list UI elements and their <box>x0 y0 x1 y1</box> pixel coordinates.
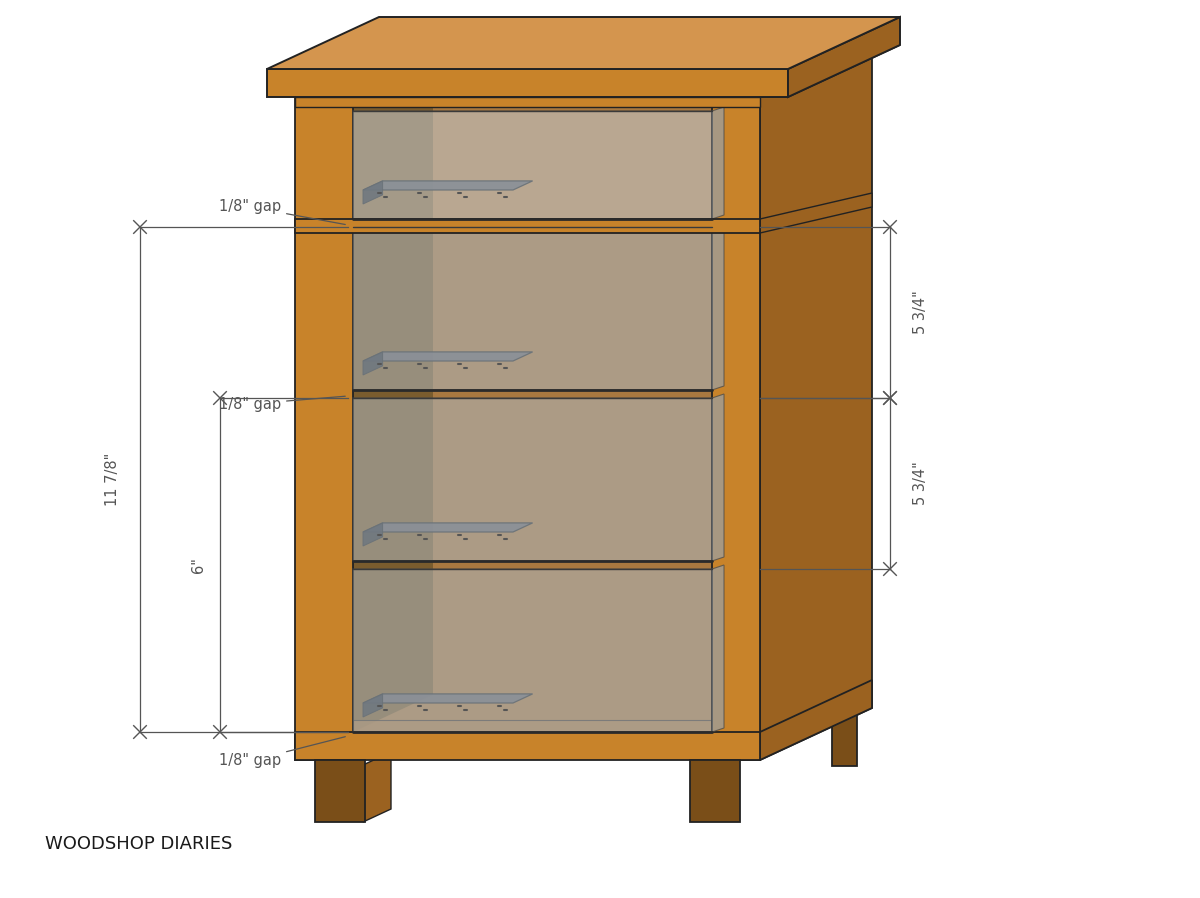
Polygon shape <box>712 394 724 561</box>
Polygon shape <box>364 352 533 361</box>
Polygon shape <box>364 180 383 204</box>
Text: 5 3/4": 5 3/4" <box>912 291 928 334</box>
Polygon shape <box>832 704 857 766</box>
Polygon shape <box>266 17 900 69</box>
Text: WOODSHOP DIARIES: WOODSHOP DIARIES <box>46 835 233 853</box>
Polygon shape <box>760 45 900 97</box>
Polygon shape <box>353 67 433 732</box>
Polygon shape <box>314 760 365 822</box>
Polygon shape <box>712 565 724 732</box>
Text: 5 3/4": 5 3/4" <box>912 462 928 506</box>
Polygon shape <box>712 700 757 732</box>
Polygon shape <box>712 107 724 219</box>
Polygon shape <box>760 680 872 760</box>
Polygon shape <box>295 219 760 233</box>
Text: 6": 6" <box>191 557 205 573</box>
Text: 1/8" gap: 1/8" gap <box>218 736 346 769</box>
Polygon shape <box>353 569 712 732</box>
Polygon shape <box>364 752 391 822</box>
Text: 1/8" gap: 1/8" gap <box>218 199 346 224</box>
Polygon shape <box>295 97 760 107</box>
Polygon shape <box>295 97 353 760</box>
Polygon shape <box>364 180 533 190</box>
Polygon shape <box>364 352 383 375</box>
Text: 11 7/8": 11 7/8" <box>104 453 120 506</box>
Polygon shape <box>353 720 712 732</box>
Polygon shape <box>353 111 712 219</box>
Polygon shape <box>760 45 872 760</box>
Polygon shape <box>353 227 712 390</box>
Polygon shape <box>690 760 740 822</box>
Polygon shape <box>295 732 760 760</box>
Polygon shape <box>364 523 533 532</box>
Polygon shape <box>712 97 760 760</box>
Polygon shape <box>364 694 533 703</box>
Text: 1/8" gap: 1/8" gap <box>218 396 346 411</box>
Polygon shape <box>364 694 383 717</box>
Polygon shape <box>295 97 760 760</box>
Polygon shape <box>760 193 872 233</box>
Polygon shape <box>266 69 788 97</box>
Polygon shape <box>364 523 383 546</box>
Polygon shape <box>788 17 900 97</box>
Polygon shape <box>712 223 724 390</box>
Polygon shape <box>353 398 712 561</box>
